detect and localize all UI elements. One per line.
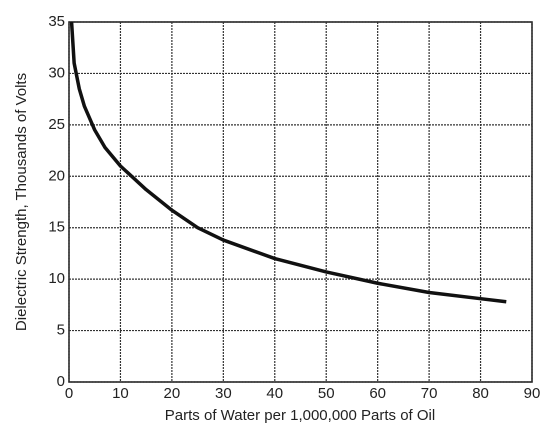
y-tick-label: 30 bbox=[48, 64, 65, 81]
x-tick-label: 0 bbox=[65, 385, 73, 402]
x-tick-label: 20 bbox=[164, 385, 181, 402]
y-tick-label: 25 bbox=[48, 116, 65, 133]
x-axis-label: Parts of Water per 1,000,000 Parts of Oi… bbox=[165, 407, 435, 424]
y-axis-label: Dielectric Strength, Thousands of Volts bbox=[13, 73, 30, 331]
y-tick-label: 20 bbox=[48, 167, 65, 184]
x-tick-label: 40 bbox=[266, 385, 283, 402]
data-line bbox=[69, 21, 507, 304]
y-tick-label: 35 bbox=[48, 13, 65, 30]
y-tick-label: 5 bbox=[57, 322, 65, 339]
y-tick-label: 15 bbox=[48, 219, 65, 236]
x-tick-label: 90 bbox=[524, 385, 541, 402]
x-tick-label: 70 bbox=[421, 385, 438, 402]
x-tick-label: 50 bbox=[318, 385, 335, 402]
x-tick-label: 30 bbox=[215, 385, 232, 402]
x-tick-label: 10 bbox=[112, 385, 129, 402]
plot-frame bbox=[68, 21, 533, 383]
y-tick-label: 10 bbox=[48, 270, 65, 287]
x-tick-label: 60 bbox=[369, 385, 386, 402]
x-tick-label: 80 bbox=[472, 385, 489, 402]
y-tick-label: 0 bbox=[57, 373, 65, 390]
